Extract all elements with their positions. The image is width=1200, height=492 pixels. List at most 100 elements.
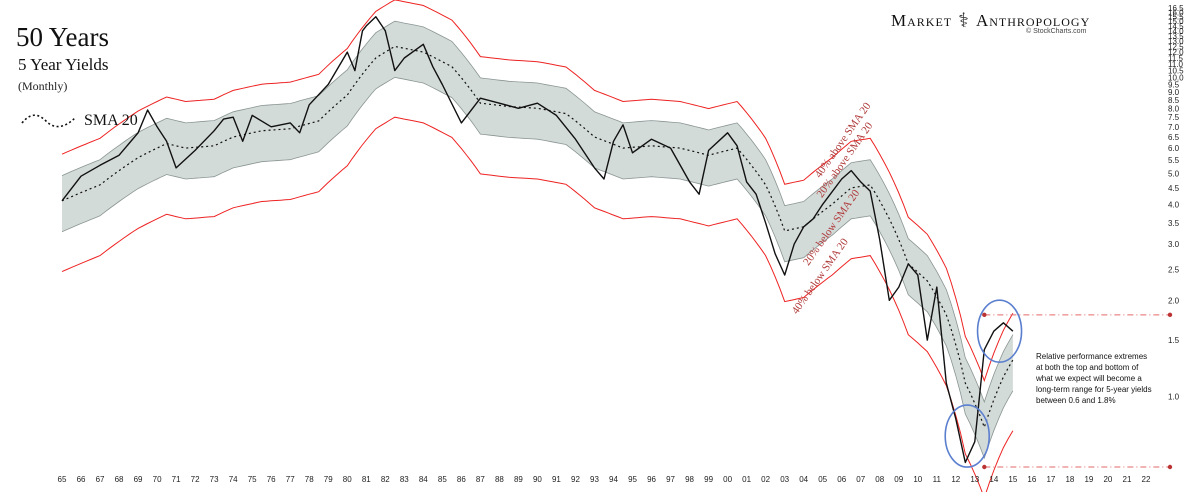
x-tick-label: 83 (400, 475, 409, 484)
y-tick-label: 15.0 (1168, 17, 1184, 26)
y-tick-label: 9.5 (1168, 80, 1180, 89)
y-tick-label: 10.5 (1168, 67, 1184, 76)
x-tick-label: 18 (1065, 475, 1074, 484)
y-tick-label: 1.5 (1168, 336, 1180, 345)
x-tick-label: 77 (286, 475, 295, 484)
highlight-circle-1 (944, 404, 991, 468)
x-tick-label: 05 (818, 475, 827, 484)
x-tick-label: 86 (457, 475, 466, 484)
y-tick-label: 12.0 (1168, 48, 1184, 57)
y-tick-label: 13.5 (1168, 32, 1184, 41)
band-line-40pct-above (61, 0, 1014, 383)
y-tick-label: 6.0 (1168, 144, 1180, 153)
x-tick-label: 84 (419, 475, 428, 484)
x-tick-label: 00 (723, 475, 732, 484)
y-tick-label: 15.5 (1168, 13, 1184, 22)
brand-right: Anthropology (975, 10, 1091, 30)
x-tick-label: 89 (514, 475, 523, 484)
y-tick-label: 8.5 (1168, 96, 1180, 105)
y-tick-label: 11.5 (1168, 54, 1184, 63)
band-line-40pct-below (61, 116, 1014, 492)
x-tick-label: 80 (343, 475, 352, 484)
x-tick-label: 69 (134, 475, 143, 484)
x-tick-label: 01 (742, 475, 751, 484)
band-line-20pct-below (61, 76, 1014, 460)
x-tick-label: 16 (1027, 475, 1036, 484)
sma-20-line (61, 45, 1014, 429)
x-tick-label: 21 (1123, 475, 1132, 484)
x-tick-label: 08 (875, 475, 884, 484)
x-tick-label: 73 (210, 475, 219, 484)
y-tick-label: 10.0 (1168, 73, 1184, 82)
y-tick-label: 14.5 (1168, 22, 1184, 31)
y-tick-label: 7.0 (1168, 123, 1180, 132)
x-tick-label: 88 (495, 475, 504, 484)
x-tick-label: 74 (229, 475, 238, 484)
x-tick-label: 95 (628, 475, 637, 484)
y-tick-label: 1.0 (1168, 392, 1180, 401)
chart-subtitle: 5 Year Yields (18, 55, 109, 74)
yield-line (61, 16, 1014, 464)
x-tick-label: 19 (1084, 475, 1093, 484)
x-tick-label: 04 (799, 475, 808, 484)
y-tick-label: 9.0 (1168, 88, 1180, 97)
chart-annotation: Relative performance extremes at both th… (1036, 352, 1152, 405)
x-tick-label: 92 (571, 475, 580, 484)
y-tick-label: 11.0 (1168, 60, 1184, 69)
x-tick-label: 09 (894, 475, 903, 484)
x-tick-label: 15 (1008, 475, 1017, 484)
y-tick-label: 2.0 (1168, 296, 1180, 305)
x-tick-label: 22 (1142, 475, 1151, 484)
x-tick-label: 02 (761, 475, 770, 484)
y-tick-label: 16.5 (1168, 4, 1184, 13)
x-tick-label: 91 (552, 475, 561, 484)
caduceus-icon: ⚕ (958, 10, 970, 32)
legend-label-sma: SMA 20 (84, 112, 138, 129)
reference-marker-left-1 (982, 464, 987, 470)
x-tick-label: 99 (704, 475, 713, 484)
x-tick-label: 81 (362, 475, 371, 484)
y-tick-label: 16.0 (1168, 8, 1184, 17)
brand-left: Market (891, 10, 953, 30)
y-tick-label: 3.0 (1168, 240, 1180, 249)
x-tick-label: 79 (324, 475, 333, 484)
x-tick-label: 11 (933, 475, 942, 484)
x-tick-label: 67 (96, 475, 105, 484)
reference-marker-left-0 (982, 312, 987, 318)
y-tick-label: 4.5 (1168, 184, 1180, 193)
x-tick-label: 72 (191, 475, 200, 484)
x-tick-label: 07 (856, 475, 865, 484)
reference-marker-right-1 (1167, 464, 1173, 470)
x-tick-label: 90 (533, 475, 542, 484)
chart-title: 50 Years (16, 22, 110, 52)
x-tick-label: 78 (305, 475, 314, 484)
highlight-circle-0 (976, 299, 1023, 363)
y-tick-label: 4.0 (1168, 200, 1180, 209)
y-tick-label: 13.0 (1168, 37, 1184, 46)
x-tick-label: 06 (837, 475, 846, 484)
brand-logo: Market ⚕ Anthropology (891, 8, 1090, 33)
x-tick-label: 10 (913, 475, 922, 484)
y-tick-label: 6.5 (1168, 133, 1180, 142)
y-tick-label: 2.5 (1168, 265, 1180, 274)
x-tick-label: 65 (58, 475, 67, 484)
y-tick-label: 7.5 (1168, 113, 1180, 122)
x-tick-label: 96 (647, 475, 656, 484)
brand-credit: © StockCharts.com (1026, 28, 1087, 35)
x-tick-label: 82 (381, 475, 390, 484)
band-line-20pct-above (61, 20, 1014, 404)
x-tick-label: 13 (970, 475, 979, 484)
x-tick-label: 14 (989, 475, 998, 484)
x-tick-label: 70 (153, 475, 162, 484)
x-tick-label: 85 (438, 475, 447, 484)
reference-marker-right-0 (1167, 312, 1173, 318)
x-tick-label: 97 (666, 475, 675, 484)
x-tick-label: 20 (1103, 475, 1112, 484)
y-tick-label: 5.5 (1168, 156, 1180, 165)
x-tick-label: 94 (609, 475, 618, 484)
x-tick-label: 87 (476, 475, 485, 484)
legend-dotted-line-icon (21, 114, 77, 128)
legend: SMA 20 (20, 110, 138, 132)
